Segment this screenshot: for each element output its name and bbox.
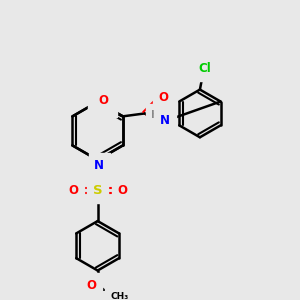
- Text: H: H: [151, 110, 160, 120]
- Text: Cl: Cl: [198, 62, 211, 75]
- Text: O: O: [68, 184, 78, 197]
- Text: N: N: [160, 114, 170, 127]
- Text: O: O: [86, 279, 96, 292]
- Text: O: O: [159, 91, 169, 104]
- Text: O: O: [117, 184, 127, 197]
- Text: CH₃: CH₃: [110, 292, 129, 300]
- Text: N: N: [94, 159, 104, 172]
- Text: O: O: [98, 94, 108, 107]
- Text: CH₃: CH₃: [93, 102, 112, 111]
- Text: S: S: [93, 184, 103, 197]
